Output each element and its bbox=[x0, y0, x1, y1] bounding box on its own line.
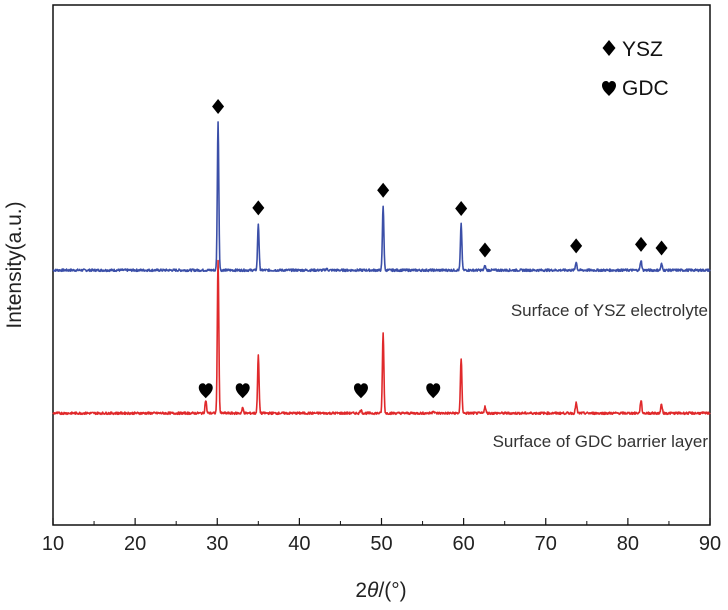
x-tick-label-90: 90 bbox=[699, 533, 721, 555]
x-tick-label-80: 80 bbox=[617, 533, 639, 555]
x-axis-title: 2θ/(°) bbox=[355, 579, 406, 602]
trace-label-gdc: Surface of GDC barrier layer bbox=[493, 432, 709, 451]
legend-label-ysz: YSZ bbox=[622, 38, 663, 61]
gdc-heart-icon-47.5 bbox=[353, 383, 368, 399]
ysz-diamond-icon-50.2 bbox=[377, 182, 390, 198]
ysz-diamond-icon-35 bbox=[252, 200, 265, 216]
y-axis-title: Intensity(a.u.) bbox=[3, 201, 26, 328]
x-tick-label-70: 70 bbox=[535, 533, 557, 555]
gdc-heart-icon-56.3 bbox=[426, 383, 441, 399]
ysz-diamond-icon-30.1 bbox=[212, 99, 225, 115]
trace-label-ysz: Surface of YSZ electrolyte bbox=[511, 301, 708, 320]
x-tick-label-10: 10 bbox=[42, 533, 64, 555]
x-axis-title-theta: θ bbox=[367, 579, 379, 602]
x-tick-label-40: 40 bbox=[288, 533, 310, 555]
x-axis-title-prefix: 2 bbox=[355, 579, 367, 602]
ysz-diamond-icon-84.1 bbox=[655, 240, 668, 256]
x-axis-ticks: 10 20 30 40 50 60 70 80 90 bbox=[42, 518, 721, 555]
series-line-gdc bbox=[52, 259, 711, 416]
ysz-diamond-icon-59.7 bbox=[455, 200, 468, 216]
legend-diamond-icon bbox=[602, 40, 616, 56]
legend-heart-icon bbox=[602, 81, 616, 96]
gdc-heart-icon-33.1 bbox=[235, 383, 250, 399]
legend-label-gdc: GDC bbox=[622, 77, 669, 100]
series-traces bbox=[52, 121, 711, 416]
ysz-diamond-icon-73.7 bbox=[570, 238, 583, 254]
phase-markers bbox=[198, 99, 668, 399]
x-axis-title-suffix: /(°) bbox=[378, 579, 406, 602]
gdc-heart-icon-28.6 bbox=[198, 383, 213, 399]
ysz-diamond-icon-62.6 bbox=[478, 242, 491, 258]
x-tick-label-30: 30 bbox=[206, 533, 228, 555]
legend: YSZ GDC bbox=[602, 38, 669, 100]
x-tick-label-60: 60 bbox=[453, 533, 475, 555]
ysz-diamond-icon-81.6 bbox=[635, 236, 648, 252]
x-tick-label-50: 50 bbox=[370, 533, 392, 555]
series-line-ysz bbox=[52, 121, 711, 273]
x-tick-label-20: 20 bbox=[124, 533, 146, 555]
